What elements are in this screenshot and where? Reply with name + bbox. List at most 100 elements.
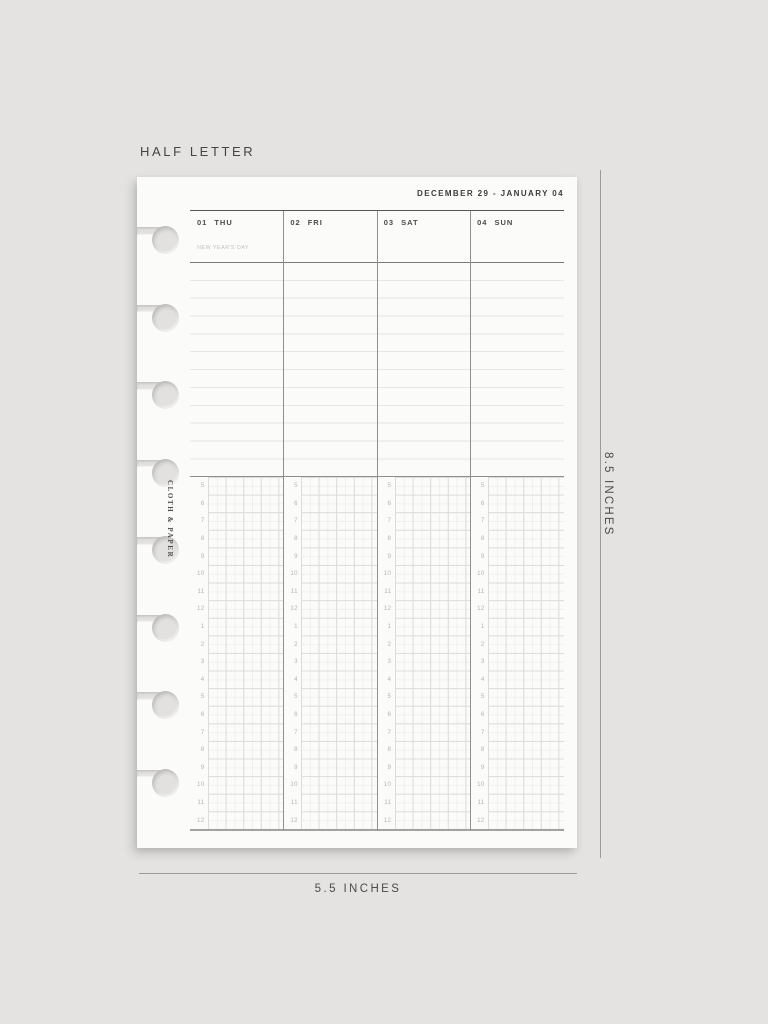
hour-label: 8: [294, 746, 298, 754]
hour-label: 6: [200, 499, 205, 507]
hour-label: 7: [480, 728, 485, 736]
hour-label: 2: [480, 640, 485, 648]
hour-label: 12: [477, 605, 485, 613]
hour-label: 2: [294, 640, 298, 648]
hour-label: 6: [294, 499, 298, 507]
hour-label: 10: [197, 781, 205, 789]
hour-label: 10: [383, 781, 392, 789]
hour-label: 3: [294, 658, 298, 666]
hour-label: 11: [197, 798, 205, 806]
hour-label: 8: [480, 746, 485, 754]
column-divider: [283, 211, 285, 830]
hour-label: 9: [480, 763, 485, 771]
hour-label: 11: [197, 587, 205, 595]
hour-label: 9: [200, 552, 205, 560]
hour-label: 5: [387, 482, 392, 490]
holiday-note: NEW YEAR'S DAY: [197, 245, 249, 251]
day-number: 01: [197, 218, 208, 227]
hour-label: 8: [200, 535, 205, 543]
hour-label: 4: [387, 675, 392, 683]
hour-label: 9: [387, 552, 392, 560]
punch-hole-3: [137, 381, 180, 411]
hour-label: 7: [294, 517, 298, 525]
punch-circle: [152, 691, 179, 720]
schedule-col-sun: 5 6 7 8 9 10 11 12 1 2 3 4 5 6 7 8 9 10 11 12: [470, 477, 564, 829]
punch-slot: [137, 692, 164, 700]
schedule-grid: [301, 477, 377, 829]
punch-circle: [152, 303, 179, 332]
punch-slot: [137, 227, 164, 235]
brand-vertical-text: CLOTH & PAPER: [166, 480, 174, 559]
day-name: FRI: [307, 218, 323, 227]
punch-slot: [137, 614, 164, 623]
punch-slot: [137, 459, 164, 468]
day-header-sun: 04 SUN: [470, 211, 563, 262]
hour-label: 7: [200, 517, 205, 525]
day-name: SAT: [401, 218, 419, 227]
hour-label: 8: [387, 746, 392, 754]
hour-label: 12: [197, 605, 205, 613]
hour-label: 12: [290, 605, 298, 613]
punch-hole-4: [137, 458, 180, 489]
punch-slot: [137, 537, 164, 545]
punch-circle: [152, 381, 179, 410]
punch-circle: [152, 458, 179, 487]
hour-label: 5: [200, 693, 205, 701]
hour-label: 5: [480, 693, 485, 701]
hour-label: 7: [200, 728, 205, 736]
punch-slot: [137, 382, 164, 390]
hour-label: 7: [480, 517, 485, 525]
hour-label: 11: [290, 798, 298, 806]
hour-label: 4: [200, 675, 205, 683]
height-dimension-label: 8.5 INCHES: [602, 452, 614, 537]
column-divider: [376, 211, 378, 830]
hour-label: 8: [387, 535, 392, 543]
hour-label: 12: [197, 816, 205, 824]
hour-label: 3: [480, 658, 485, 666]
hour-label: 9: [294, 763, 298, 771]
hour-label: 9: [294, 552, 298, 560]
hour-label: 11: [477, 798, 485, 806]
hour-label: 12: [290, 816, 298, 824]
punch-hole-7: [137, 691, 180, 721]
hour-label: 8: [480, 535, 485, 543]
hour-label: 9: [480, 552, 485, 560]
punch-hole-8: [137, 768, 180, 799]
punch-hole-1: [137, 226, 180, 256]
hour-label: 7: [294, 728, 298, 736]
punch-slot: [137, 769, 164, 778]
hour-gutter: 5 6 7 8 9 10 11 12 1 2 3 4 5 6 7 8 9 10 11 12: [470, 477, 488, 829]
hour-label: 1: [200, 623, 205, 631]
hour-label: 5: [294, 482, 298, 490]
day-number: 04: [477, 218, 488, 227]
schedule-grid: [488, 477, 564, 829]
punch-slot: [137, 304, 164, 313]
hour-label: 9: [200, 763, 205, 771]
hour-label: 11: [477, 587, 485, 595]
hour-gutter: 5 6 7 8 9 10 11 12 1 2 3 4 5 6 7 8 9 10 11 12: [377, 477, 395, 829]
punch-circle: [152, 768, 179, 797]
height-dimension-line: [600, 170, 602, 858]
punch-circle: [152, 536, 179, 565]
hour-label: 10: [197, 570, 205, 578]
hour-label: 11: [384, 587, 392, 595]
schedule-grid: [394, 477, 471, 829]
hour-label: 1: [294, 623, 298, 631]
punch-circle: [152, 613, 179, 642]
hour-label: 10: [290, 781, 298, 789]
hour-label: 5: [480, 482, 485, 490]
hour-label: 8: [200, 746, 205, 754]
hour-label: 12: [383, 605, 392, 613]
hour-label: 7: [387, 728, 392, 736]
day-number: 03: [383, 218, 395, 227]
hour-label: 5: [200, 482, 205, 490]
week-grid: 01 THU NEW YEAR'S DAY 02 FRI 03 SAT 04 SUN 5…: [190, 210, 564, 831]
hour-label: 4: [480, 675, 485, 683]
hour-label: 6: [387, 499, 392, 507]
hour-gutter: 5 6 7 8 9 10 11 12 1 2 3 4 5 6 7 8 9 10 11 12: [283, 477, 301, 829]
day-header-fri: 02 FRI: [283, 211, 376, 262]
planner-page: CLOTH & PAPER DECEMBER 29 - JANUARY 04 0…: [137, 177, 577, 848]
hour-label: 2: [200, 640, 205, 648]
punch-hole-6: [137, 613, 180, 644]
schedule-grid: [208, 477, 284, 829]
